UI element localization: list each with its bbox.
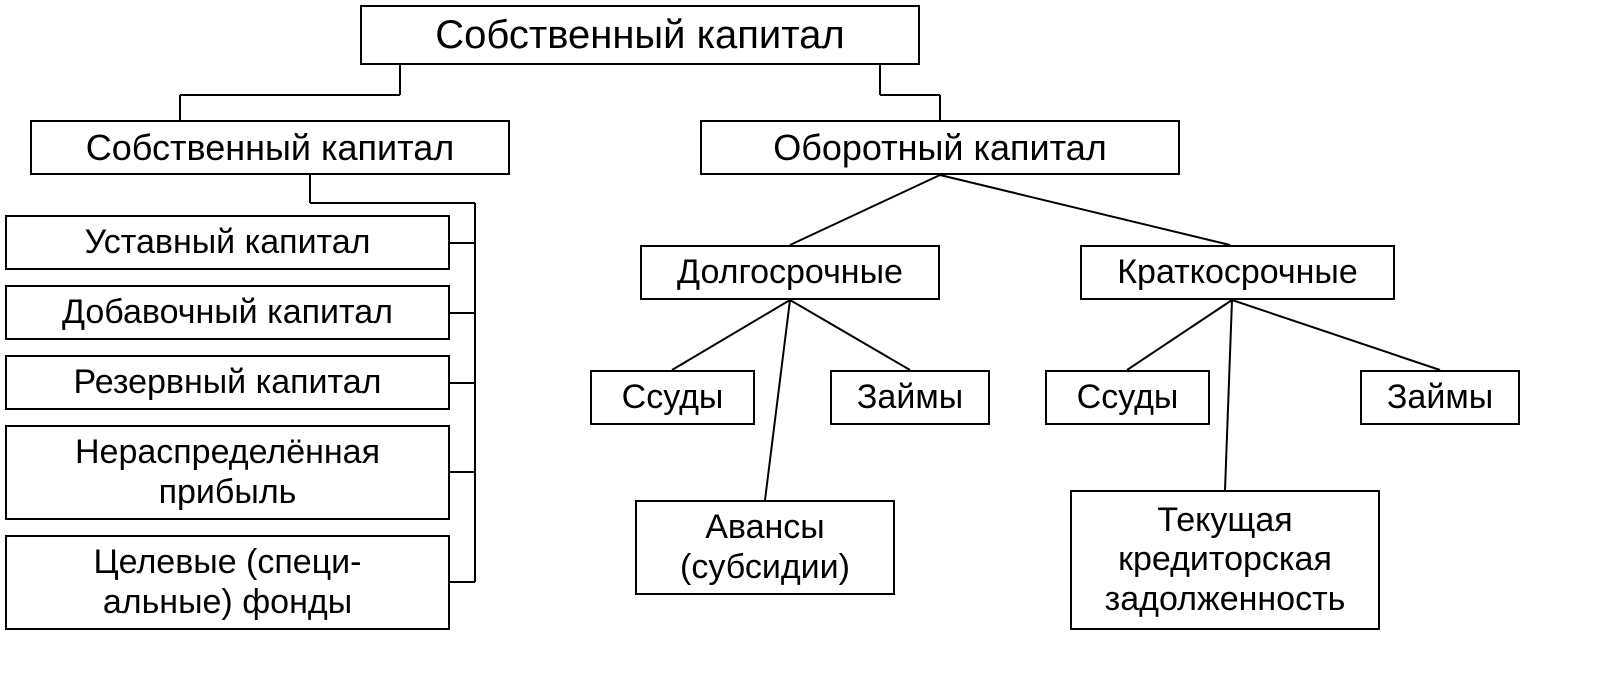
node-longterm: Долгосрочные bbox=[640, 245, 940, 300]
node-loans1: Ссуды bbox=[590, 370, 755, 425]
node-borrow2: Займы bbox=[1360, 370, 1520, 425]
node-charter: Уставный капитал bbox=[5, 215, 450, 270]
node-retained: Нераспределённая прибыль bbox=[5, 425, 450, 520]
node-loans2: Ссуды bbox=[1045, 370, 1210, 425]
node-own: Собственный капитал bbox=[30, 120, 510, 175]
node-advances: Авансы (субсидии) bbox=[635, 500, 895, 595]
node-root: Собственный капитал bbox=[360, 5, 920, 65]
node-borrow1: Займы bbox=[830, 370, 990, 425]
node-shortterm: Краткосрочные bbox=[1080, 245, 1395, 300]
node-special: Целевые (специ- альные) фонды bbox=[5, 535, 450, 630]
node-addl: Добавочный капитал bbox=[5, 285, 450, 340]
node-turnover: Оборотный капитал bbox=[700, 120, 1180, 175]
node-reserve: Резервный капитал bbox=[5, 355, 450, 410]
node-payable: Текущая кредиторская задолженность bbox=[1070, 490, 1380, 630]
